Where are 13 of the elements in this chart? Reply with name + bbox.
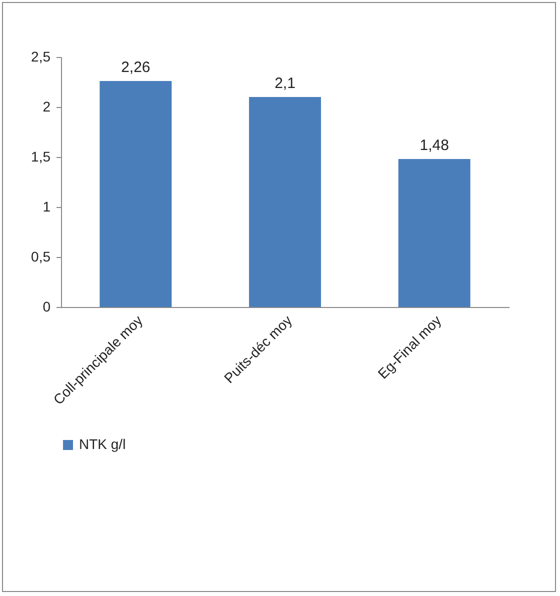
legend-label: NTK g/l xyxy=(79,436,126,452)
y-tick-label: 2,5 xyxy=(31,48,51,64)
y-tick-label: 0 xyxy=(42,298,51,314)
y-tick-label: 1,5 xyxy=(31,148,51,164)
data-label: 2,26 xyxy=(121,59,150,76)
y-tick-label: 1 xyxy=(42,198,51,214)
y-tick-label: 0,5 xyxy=(31,248,51,264)
bar xyxy=(398,159,470,307)
data-label: 1,48 xyxy=(420,137,449,154)
data-label: 2,1 xyxy=(274,75,296,92)
y-tick-label: 2 xyxy=(42,98,51,114)
bar xyxy=(100,81,172,307)
bar xyxy=(249,97,321,307)
